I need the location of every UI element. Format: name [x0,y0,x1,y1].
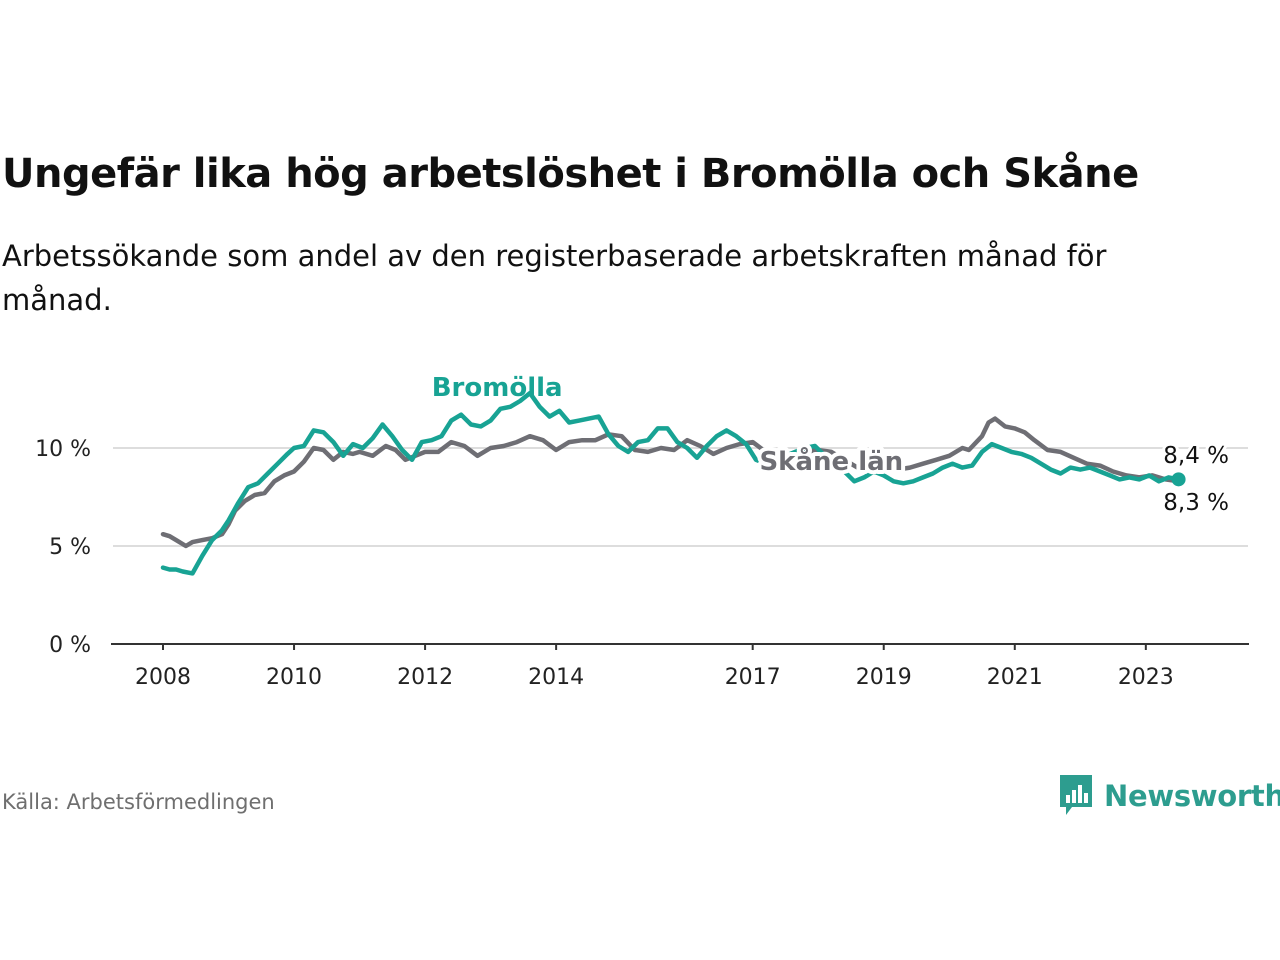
end-label-skane: 8,3 % [1163,490,1229,516]
y-tick-label: 5 % [49,535,91,560]
series-line-skane [160,416,1181,549]
newsworthy-logo-icon [1060,775,1092,815]
y-tick-label: 0 % [49,633,91,658]
end-label-bromolla: 8,4 % [1163,443,1229,469]
series-line-bromolla [160,390,1181,576]
x-tick-label: 2012 [397,665,453,690]
line-chart: 0 %5 %10 % 2008 2010 2012 2014 2017 2019 2021 2… [35,373,1249,690]
source-note: Källa: Arbetsförmedlingen [2,790,275,814]
series-labels: Bromölla Skåne län 8,4 % 8,3 % [432,373,1232,519]
brand-name: Newsworthy [1104,779,1280,813]
x-tick-label: 2014 [528,665,584,690]
x-tick-label: 2021 [987,665,1043,690]
series-label-skane: Skåne län [759,445,903,477]
end-point-bromolla [1171,472,1186,487]
x-tick-label: 2023 [1118,665,1174,690]
x-tick-label: 2010 [266,665,322,690]
x-tick-label: 2008 [135,665,191,690]
series-lines [160,390,1186,576]
y-tick-label: 10 % [35,437,91,462]
x-axis-ticks: 2008 2010 2012 2014 2017 2019 2021 2023 [135,644,1174,690]
chart-subtitle: Arbetssökande som andel av den registerb… [2,239,1107,317]
x-tick-label: 2017 [725,665,781,690]
grid-lines [113,447,1248,547]
series-label-bromolla: Bromölla [432,373,563,403]
brand-logo: Newsworthy [1058,773,1280,819]
x-tick-label: 2019 [856,665,912,690]
chart-title: Ungefär lika hög arbetslöshet i Bromölla… [2,151,1139,197]
y-axis-ticks: 0 % 5 % 10 % [35,437,91,658]
